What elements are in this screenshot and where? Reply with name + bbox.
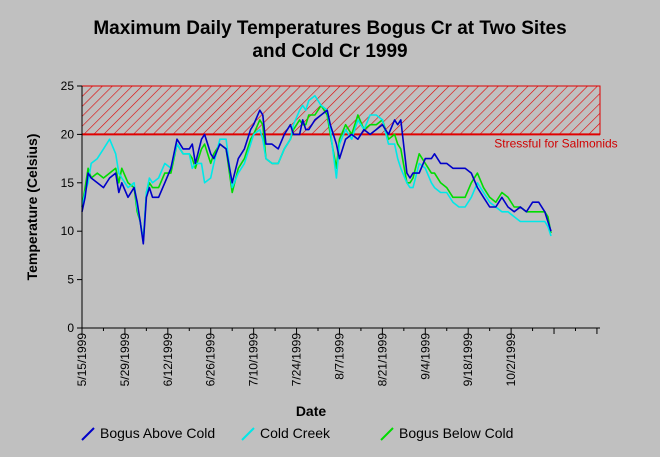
series-line-bogus-above-cold — [81, 109, 552, 245]
x-tick-label: 7/10/1999 — [247, 333, 261, 387]
threshold-label: Stressful for Salmonids — [494, 136, 617, 150]
x-tick-label: 8/21/1999 — [375, 333, 389, 387]
y-axis-label: Temperature (Celsius) — [24, 134, 40, 281]
legend-label-bogus-below-cold: Bogus Below Cold — [399, 425, 513, 441]
y-tick-label: 0 — [67, 321, 74, 335]
y-axis-ticks: 0 5 10 15 20 25 — [61, 79, 82, 335]
series-line-cold-creek — [81, 94, 552, 242]
x-tick-label: 6/12/1999 — [161, 333, 175, 387]
legend-label-cold-creek: Cold Creek — [260, 425, 331, 441]
chart-title-line-2: and Cold Cr 1999 — [252, 41, 407, 62]
x-tick-label: 10/2/1999 — [504, 333, 518, 387]
chart-title-line-1: Maximum Daily Temperatures Bogus Cr at T… — [93, 18, 566, 39]
x-tick-label: 6/26/1999 — [204, 333, 218, 387]
legend-swatch-cold-creek — [241, 427, 255, 441]
legend-swatch-bogus-below-cold — [380, 427, 394, 441]
x-tick-label: 9/4/1999 — [418, 333, 432, 380]
legend-label-bogus-above-cold: Bogus Above Cold — [100, 425, 215, 441]
x-axis-ticks: 5/15/1999 5/29/1999 6/12/1999 6/26/1999 7/10… — [75, 328, 598, 387]
x-tick-label: 9/18/1999 — [461, 333, 475, 387]
x-axis-label: Date — [296, 403, 327, 419]
series-layer — [81, 94, 552, 245]
y-tick-label: 25 — [61, 79, 75, 93]
y-tick-label: 10 — [61, 224, 75, 238]
y-tick-label: 15 — [61, 176, 75, 190]
stress-threshold-zone: Stressful for Salmonids — [81, 85, 618, 150]
x-tick-label: 8/7/1999 — [333, 333, 347, 380]
threshold-hatch — [81, 85, 601, 135]
x-tick-label: 5/29/1999 — [118, 333, 132, 387]
legend-swatch-bogus-above-cold — [81, 427, 95, 441]
y-tick-label: 20 — [61, 127, 75, 141]
x-tick-label: 7/24/1999 — [290, 333, 304, 387]
x-tick-label: 5/15/1999 — [75, 333, 89, 387]
y-tick-label: 5 — [67, 273, 74, 287]
legend: Bogus Above Cold Cold Creek Bogus Below Co… — [81, 425, 513, 441]
